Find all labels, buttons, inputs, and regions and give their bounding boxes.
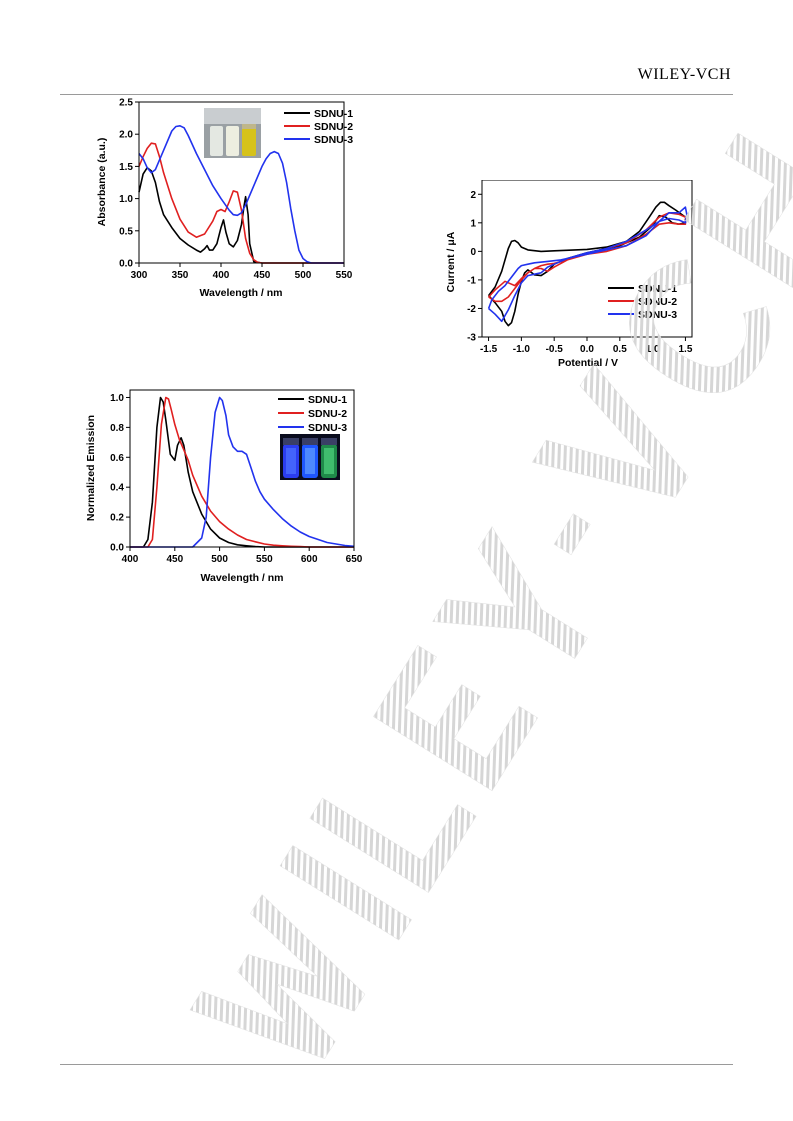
plot-area: 400 450 500 550 600 650 0.0 0.2 0.4 0.6 0.8 1.0 <box>110 389 362 565</box>
inset-photo <box>204 108 261 158</box>
axis-ticks: 400 450 500 550 600 650 0.0 0.2 0.4 0.6 0.8 1.0 <box>110 393 362 565</box>
x-tick-label: 450 <box>254 270 271 281</box>
y-tick-label: 0.6 <box>110 453 124 464</box>
x-tick-label: 450 <box>166 554 183 565</box>
y-tick-label: 0.2 <box>110 513 124 524</box>
header-rule <box>60 94 733 95</box>
y-tick-label: 1.0 <box>110 393 124 404</box>
x-tick-label: 0.5 <box>613 344 627 355</box>
series-lines <box>130 396 355 548</box>
y-axis-label: Current / μA <box>445 231 457 292</box>
series-line-sdnu-3 <box>130 396 355 548</box>
y-tick-label: -2 <box>467 304 476 315</box>
x-axis-label: Wavelength / nm <box>200 572 283 584</box>
x-tick-label: 350 <box>172 270 189 281</box>
y-tick-label: 0.5 <box>119 226 133 237</box>
y-tick-label: 0.0 <box>110 543 124 554</box>
x-axis-label: Wavelength / nm <box>199 287 282 299</box>
y-tick-label: 0.4 <box>110 483 124 494</box>
legend: SDNU-1 SDNU-2 SDNU-3 <box>278 394 347 434</box>
y-tick-label: 2.0 <box>119 130 133 141</box>
y-axis-label: Absorbance (a.u.) <box>96 138 108 227</box>
y-tick-label: 0 <box>470 247 476 258</box>
inset-photo <box>280 434 340 480</box>
y-tick-label: 1.0 <box>119 194 133 205</box>
y-tick-label: 1.5 <box>119 162 133 173</box>
y-tick-label: 2.5 <box>119 98 133 109</box>
series-line-sdnu-2 <box>130 396 354 548</box>
series-line-sdnu-2 <box>138 142 344 264</box>
publisher-logo: WILEY-VCH <box>637 66 731 83</box>
x-tick-label: 650 <box>346 554 362 565</box>
plot-frame <box>138 101 345 264</box>
plot-frame <box>129 389 355 548</box>
x-tick-label: -1.0 <box>513 344 531 355</box>
y-tick-label: 1 <box>470 218 476 229</box>
series-lines <box>138 125 344 264</box>
y-tick-label: -1 <box>467 275 476 286</box>
legend-label: SDNU-2 <box>308 408 347 420</box>
x-tick-label: 1.5 <box>678 344 692 355</box>
x-tick-label: 400 <box>213 270 230 281</box>
y-tick-label: 2 <box>470 190 476 201</box>
legend-label: SDNU-1 <box>314 108 353 120</box>
series-line-sdnu-1 <box>138 166 344 264</box>
axis-ticks: 300 350 400 450 500 550 0.0 0.5 1.0 1.5 2.0 2.5 <box>119 98 353 282</box>
footer-rule <box>60 1064 733 1065</box>
y-tick-label: -3 <box>467 333 476 344</box>
x-tick-label: 400 <box>122 554 139 565</box>
x-tick-label: 300 <box>131 270 148 281</box>
y-tick-label: 0.8 <box>110 423 124 434</box>
x-tick-label: 550 <box>256 554 273 565</box>
x-tick-label: 500 <box>295 270 312 281</box>
absorption-chart: 300 350 400 450 500 550 0.0 0.5 1.0 1.5 2.0 2.5 SDN… <box>96 98 353 300</box>
y-tick-label: 0.0 <box>119 259 133 270</box>
legend-label: SDNU-3 <box>314 134 353 146</box>
x-tick-label: 0.0 <box>580 344 594 355</box>
series-line-sdnu-3 <box>138 125 344 264</box>
emission-chart: 400 450 500 550 600 650 0.0 0.2 0.4 0.6 0.8 1.0 SDN… <box>85 389 362 584</box>
x-tick-label: 500 <box>211 554 228 565</box>
legend-label: SDNU-2 <box>314 121 353 133</box>
x-tick-label: -1.5 <box>480 344 498 355</box>
legend-label: SDNU-3 <box>308 422 347 434</box>
x-axis-label: Potential / V <box>558 357 618 369</box>
legend-label: SDNU-1 <box>308 394 347 406</box>
series-line-sdnu-1 <box>130 396 354 548</box>
y-axis-label: Normalized Emission <box>85 415 97 521</box>
x-tick-label: 550 <box>336 270 353 281</box>
plot-area: 300 350 400 450 500 550 0.0 0.5 1.0 1.5 2.0 2.5 <box>119 98 353 282</box>
x-tick-label: 600 <box>301 554 318 565</box>
x-tick-label: -0.5 <box>546 344 564 355</box>
